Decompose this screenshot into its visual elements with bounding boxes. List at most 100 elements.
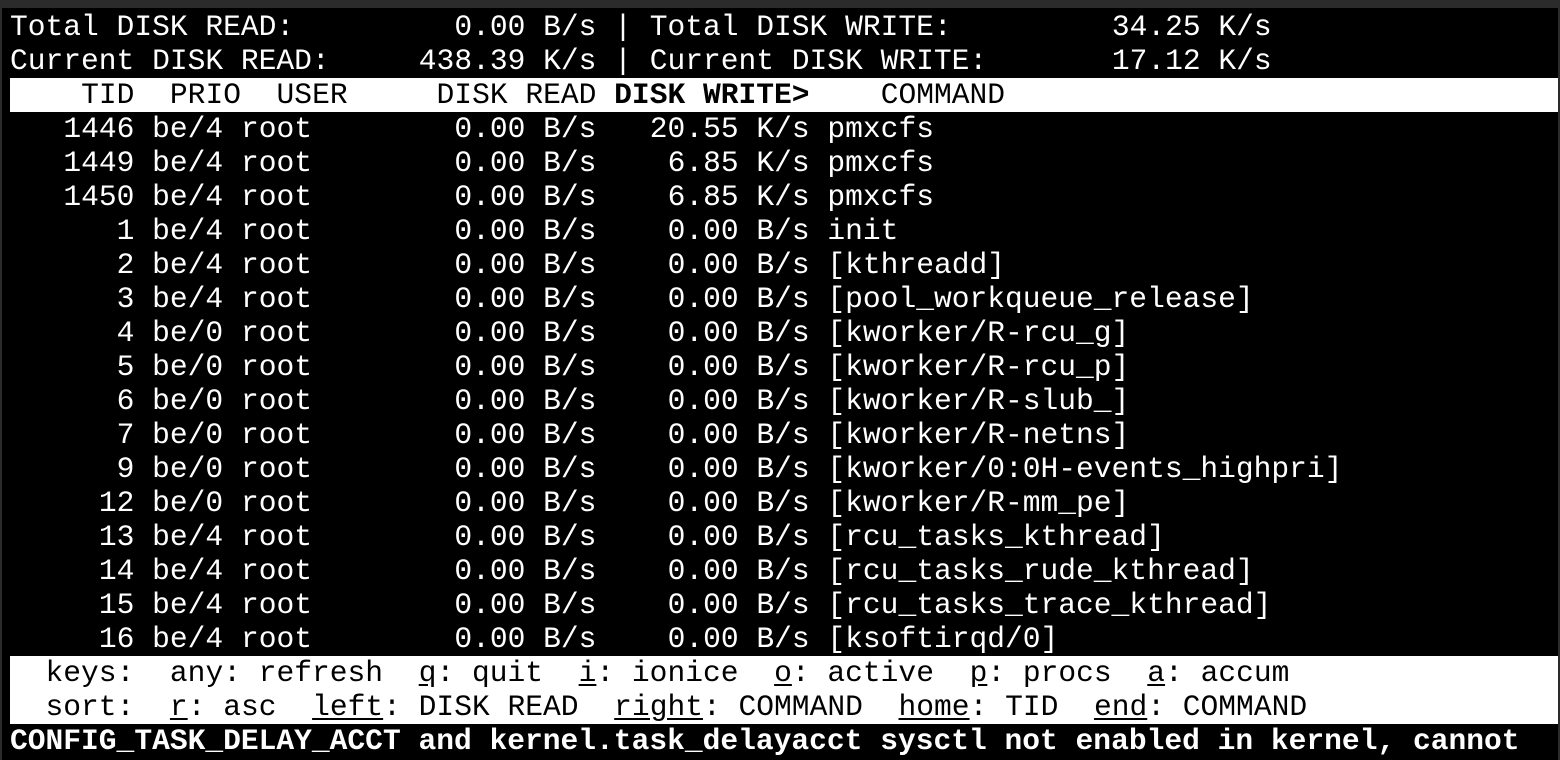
table-row[interactable]: 1450 be/4 root 0.00 B/s 6.85 K/s pmxcfs — [10, 180, 1558, 214]
tid: 15 — [98, 588, 135, 622]
table-row[interactable]: 16 be/4 root 0.00 B/s 0.00 B/s [ksoftirqd/0] — [10, 622, 1558, 656]
table-row[interactable]: 15 be/4 root 0.00 B/s 0.00 B/s [rcu_tasks_tra… — [10, 588, 1558, 622]
key-right-desc: : COMMAND — [703, 690, 863, 724]
table-row[interactable]: 1449 be/4 root 0.00 B/s 6.85 K/s pmxcfs — [10, 146, 1558, 180]
command: pmxcfs — [827, 112, 934, 146]
column-disk-read[interactable]: DISK READ — [436, 78, 597, 112]
delay-acct-warning: CONFIG_TASK_DELAY_ACCT and kernel.task_d… — [10, 724, 1558, 758]
prio: be/4 — [152, 112, 224, 146]
user: root — [241, 622, 313, 656]
key-right[interactable]: right — [614, 690, 703, 724]
user: root — [241, 214, 313, 248]
disk-read: 0.00 B/s — [454, 316, 597, 350]
key-a-desc: : accum — [1165, 656, 1290, 690]
key-i-desc: : ionice — [596, 656, 739, 690]
disk-read: 0.00 B/s — [454, 214, 597, 248]
disk-read: 0.00 B/s — [454, 112, 597, 146]
keys-help: keys: any: refresh q: quit i: ionice o: acti… — [10, 656, 1558, 690]
disk-read: 0.00 B/s — [454, 418, 597, 452]
keys-help-label: keys: — [45, 656, 135, 690]
table-row[interactable]: 1446 be/4 root 0.00 B/s 20.55 K/s pmxcfs — [10, 112, 1558, 146]
table-row[interactable]: 3 be/4 root 0.00 B/s 0.00 B/s [pool_workqueue… — [10, 282, 1558, 316]
separator: | — [614, 44, 632, 78]
sort-help-label: sort: — [45, 690, 135, 724]
prio: be/4 — [152, 282, 224, 316]
prio: be/4 — [152, 554, 224, 588]
user: root — [241, 282, 313, 316]
table-row[interactable]: 14 be/4 root 0.00 B/s 0.00 B/s [rcu_tasks_rud… — [10, 554, 1558, 588]
command: [kworker/R-rcu_p] — [827, 350, 1130, 384]
column-prio[interactable]: PRIO — [169, 78, 241, 112]
column-user[interactable]: USER — [276, 78, 348, 112]
table-row[interactable]: 2 be/4 root 0.00 B/s 0.00 B/s [kthreadd] — [10, 248, 1558, 282]
table-row[interactable]: 4 be/0 root 0.00 B/s 0.00 B/s [kworker/R-rcu_… — [10, 316, 1558, 350]
disk-read: 0.00 B/s — [454, 146, 597, 180]
disk-write: 0.00 B/s — [667, 418, 810, 452]
total-read-value: 0.00 B/s — [454, 10, 597, 44]
current-write-value: 17.12 K/s — [1111, 44, 1272, 78]
command: init — [827, 214, 899, 248]
key-o[interactable]: o — [774, 656, 792, 690]
disk-write: 0.00 B/s — [667, 316, 810, 350]
key-r[interactable]: r — [169, 690, 188, 724]
table-row[interactable]: 13 be/4 root 0.00 B/s 0.00 B/s [rcu_tasks_kth… — [10, 520, 1558, 554]
table-row[interactable]: 1 be/4 root 0.00 B/s 0.00 B/s init — [10, 214, 1558, 248]
command: [ksoftirqd/0] — [827, 622, 1059, 656]
column-command[interactable]: COMMAND — [880, 78, 1006, 112]
key-left-desc: : DISK READ — [383, 690, 579, 724]
key-a[interactable]: a — [1147, 656, 1166, 690]
disk-read: 0.00 B/s — [454, 554, 597, 588]
key-q[interactable]: q — [418, 656, 437, 690]
command: pmxcfs — [827, 180, 934, 214]
current-io-summary: Current DISK READ: 438.39 K/s | Current DIS… — [10, 44, 1558, 78]
disk-read: 0.00 B/s — [454, 452, 597, 486]
table-row[interactable]: 6 be/0 root 0.00 B/s 0.00 B/s [kworker/R-slub… — [10, 384, 1558, 418]
key-p-desc: : procs — [987, 656, 1112, 690]
command: [kthreadd] — [827, 248, 1005, 282]
user: root — [241, 248, 313, 282]
total-io-summary: Total DISK READ: 0.00 B/s | Total DISK WRIT… — [10, 10, 1558, 44]
column-tid[interactable]: TID — [81, 78, 135, 112]
prio: be/4 — [152, 146, 224, 180]
command: [pool_workqueue_release] — [827, 282, 1254, 316]
disk-read: 0.00 B/s — [454, 486, 597, 520]
command: [kworker/R-netns] — [827, 418, 1130, 452]
key-any[interactable]: any — [169, 656, 224, 690]
table-row[interactable]: 5 be/0 root 0.00 B/s 0.00 B/s [kworker/R-rcu_… — [10, 350, 1558, 384]
command: [rcu_tasks_trace_kthread] — [827, 588, 1272, 622]
current-read-label: Current DISK READ: — [10, 44, 330, 78]
disk-write: 0.00 B/s — [667, 520, 810, 554]
prio: be/4 — [152, 248, 224, 282]
total-write-value: 34.25 K/s — [1111, 10, 1272, 44]
sort-help: sort: r: asc left: DISK READ right: COMMAND… — [10, 690, 1558, 724]
prio: be/4 — [152, 214, 224, 248]
disk-read: 0.00 B/s — [454, 384, 597, 418]
prio: be/0 — [152, 384, 224, 418]
disk-write: 0.00 B/s — [667, 350, 810, 384]
key-i[interactable]: i — [578, 656, 597, 690]
command: [kworker/R-slub_] — [827, 384, 1130, 418]
tid: 1446 — [63, 112, 135, 146]
table-row[interactable]: 9 be/0 root 0.00 B/s 0.00 B/s [kworker/0:0H-e… — [10, 452, 1558, 486]
current-write-label: Current DISK WRITE: — [649, 44, 988, 78]
table-row[interactable]: 7 be/0 root 0.00 B/s 0.00 B/s [kworker/R-netn… — [10, 418, 1558, 452]
tid: 1 — [116, 214, 135, 248]
disk-write: 0.00 B/s — [667, 384, 810, 418]
column-disk-write-sorted[interactable]: DISK WRITE> — [614, 78, 810, 112]
command: [kworker/R-rcu_g] — [827, 316, 1130, 350]
user: root — [241, 146, 313, 180]
table-row[interactable]: 12 be/0 root 0.00 B/s 0.00 B/s [kworker/R-mm_… — [10, 486, 1558, 520]
user: root — [241, 418, 313, 452]
iotop-terminal[interactable]: Total DISK READ: 0.00 B/s | Total DISK WRIT… — [2, 8, 1558, 760]
user: root — [241, 112, 313, 146]
user: root — [241, 520, 313, 554]
key-left[interactable]: left — [312, 690, 384, 724]
column-header: TID PRIO USER DISK READ DISK WRITE> COMMAND — [10, 78, 1558, 112]
disk-read: 0.00 B/s — [454, 282, 597, 316]
key-home[interactable]: home — [898, 690, 970, 724]
separator: | — [614, 10, 632, 44]
tid: 13 — [98, 520, 135, 554]
key-end[interactable]: end — [1093, 690, 1148, 724]
key-p[interactable]: p — [969, 656, 988, 690]
warning-text: CONFIG_TASK_DELAY_ACCT and kernel.task_d… — [10, 724, 1520, 758]
